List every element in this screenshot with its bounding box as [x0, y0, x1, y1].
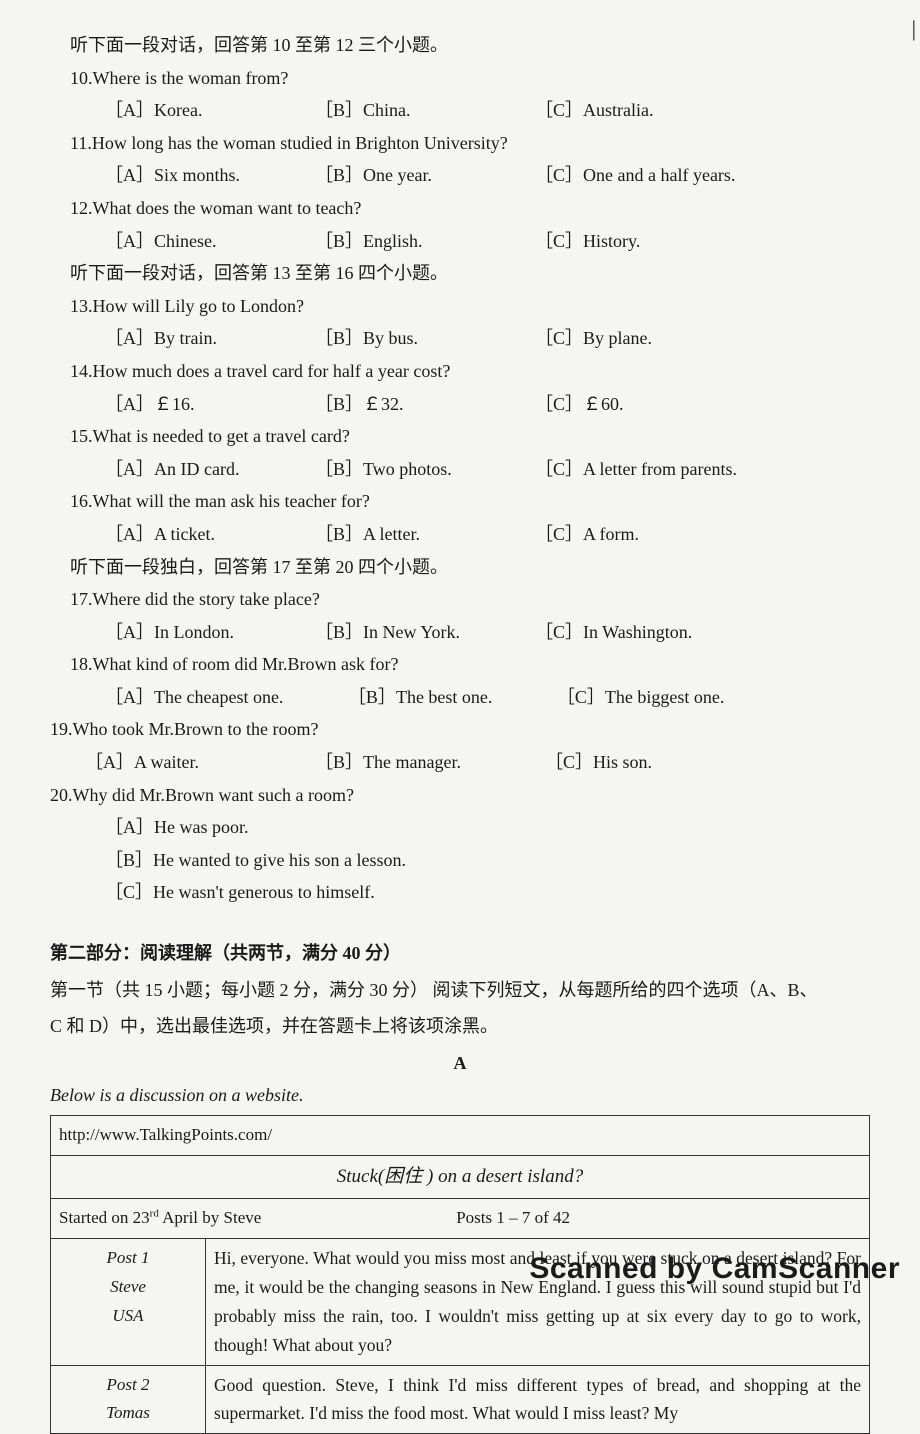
forum-title: Stuck(困住 ) on a desert island? [51, 1155, 870, 1198]
q10-c: ［C］Australia. [535, 95, 795, 126]
q11-options: ［A］Six months. ［B］One year. ［C］One and a… [105, 160, 870, 191]
q10-b: ［B］China. [315, 95, 535, 126]
q12-a: ［A］Chinese. [105, 226, 315, 257]
q12-text: 12.What does the woman want to teach? [70, 193, 870, 224]
forum-meta: Started on 23rd April by Steve Posts 1 –… [51, 1199, 870, 1239]
passage-a-intro: Below is a discussion on a website. [50, 1080, 870, 1111]
post2-name: Tomas [59, 1399, 197, 1428]
q18-options: ［A］The cheapest one. ［B］The best one. ［C… [105, 682, 870, 713]
q15-options: ［A］An ID card. ［B］Two photos. ［C］A lette… [105, 454, 870, 485]
q16-c: ［C］A form. [535, 519, 795, 550]
q19-c: ［C］His son. [545, 747, 805, 778]
q16-a: ［A］A ticket. [105, 519, 315, 550]
q18-b: ［B］The best one. [348, 682, 492, 713]
q20-options: ［A］He was poor. ［B］He wanted to give his… [105, 812, 870, 908]
q11-text: 11.How long has the woman studied in Bri… [70, 128, 870, 159]
q16-options: ［A］A ticket. ［B］A letter. ［C］A form. [105, 519, 870, 550]
scanner-watermark: Scanned by CamScanner [529, 1243, 900, 1294]
q20-c: ［C］He wasn't generous to himself. [105, 877, 870, 908]
q17-a: ［A］In London. [105, 617, 315, 648]
forum-url-row: http://www.TalkingPoints.com/ [51, 1116, 870, 1156]
q19-a: ［A］A waiter. [85, 747, 315, 778]
dialog-intro-3: 听下面一段独白，回答第 17 至第 20 四个小题。 [70, 552, 870, 583]
post2-num: Post 2 [59, 1371, 197, 1400]
q15-a: ［A］An ID card. [105, 454, 315, 485]
q11-b: ［B］One year. [315, 160, 535, 191]
q19-text: 19.Who took Mr.Brown to the room? [50, 714, 870, 745]
edge-mark: | [912, 10, 916, 47]
q19-b: ［B］The manager. [315, 747, 545, 778]
q11-c: ［C］One and a half years. [535, 160, 795, 191]
q13-text: 13.How will Lily go to London? [70, 291, 870, 322]
q18-a: ［A］The cheapest one. [105, 682, 283, 713]
q16-text: 16.What will the man ask his teacher for… [70, 486, 870, 517]
forum-posts-range: Posts 1 – 7 of 42 [456, 1204, 849, 1233]
forum-started: Started on 23 [59, 1208, 150, 1227]
q20-text: 20.Why did Mr.Brown want such a room? [50, 780, 870, 811]
q20-a: ［A］He was poor. [105, 812, 870, 843]
q18-c: ［C］The biggest one. [557, 682, 724, 713]
post1-loc: USA [59, 1302, 197, 1331]
q10-options: ［A］Korea. ［B］China. ［C］Australia. [105, 95, 870, 126]
q14-options: ［A］￡16. ［B］￡32. ［C］￡60. [105, 389, 870, 420]
q14-a: ［A］￡16. [105, 389, 315, 420]
q20-b: ［B］He wanted to give his son a lesson. [105, 845, 870, 876]
q13-a: ［A］By train. [105, 323, 315, 354]
dialog-intro-1: 听下面一段对话，回答第 10 至第 12 三个小题。 [70, 30, 870, 61]
post1-name: Steve [59, 1273, 197, 1302]
q13-b: ［B］By bus. [315, 323, 535, 354]
forum-url: http://www.TalkingPoints.com/ [51, 1116, 870, 1156]
q14-text: 14.How much does a travel card for half … [70, 356, 870, 387]
forum-post-2-row: Post 2 Tomas Good question. Steve, I thi… [51, 1365, 870, 1434]
q13-options: ［A］By train. ［B］By bus. ［C］By plane. [105, 323, 870, 354]
q11-a: ［A］Six months. [105, 160, 315, 191]
forum-meta-row: Started on 23rd April by Steve Posts 1 –… [51, 1199, 870, 1239]
forum-started-sup: rd [150, 1208, 159, 1220]
q15-text: 15.What is needed to get a travel card? [70, 421, 870, 452]
forum-title-row: Stuck(困住 ) on a desert island? [51, 1155, 870, 1198]
q19-options: ［A］A waiter. ［B］The manager. ［C］His son. [85, 747, 870, 778]
q17-options: ［A］In London. ［B］In New York. ［C］In Wash… [105, 617, 870, 648]
part2-sub1: 第一节（共 15 小题；每小题 2 分，满分 30 分） 阅读下列短文，从每题所… [50, 975, 870, 1006]
q12-b: ［B］English. [315, 226, 535, 257]
q17-c: ［C］In Washington. [535, 617, 795, 648]
q14-b: ［B］￡32. [315, 389, 535, 420]
q16-b: ［B］A letter. [315, 519, 535, 550]
q12-options: ［A］Chinese. ［B］English. ［C］History. [105, 226, 870, 257]
dialog-intro-2: 听下面一段对话，回答第 13 至第 16 四个小题。 [70, 258, 870, 289]
forum-post-2-author: Post 2 Tomas [51, 1365, 206, 1434]
passage-a-label: A [50, 1048, 870, 1079]
q17-text: 17.Where did the story take place? [70, 584, 870, 615]
forum-post-2-body: Good question. Steve, I think I'd miss d… [206, 1365, 870, 1434]
q14-c: ［C］￡60. [535, 389, 795, 420]
q12-c: ［C］History. [535, 226, 795, 257]
q10-text: 10.Where is the woman from? [70, 63, 870, 94]
q10-a: ［A］Korea. [105, 95, 315, 126]
q17-b: ［B］In New York. [315, 617, 535, 648]
q13-c: ［C］By plane. [535, 323, 795, 354]
part2-sub2: C 和 D）中，选出最佳选项，并在答题卡上将该项涂黑。 [50, 1011, 870, 1042]
q15-b: ［B］Two photos. [315, 454, 535, 485]
forum-started-tail: April by Steve [159, 1208, 261, 1227]
part2-header: 第二部分：阅读理解（共两节，满分 40 分） [50, 938, 870, 969]
q15-c: ［C］A letter from parents. [535, 454, 795, 485]
q18-text: 18.What kind of room did Mr.Brown ask fo… [70, 649, 870, 680]
post1-num: Post 1 [59, 1244, 197, 1273]
